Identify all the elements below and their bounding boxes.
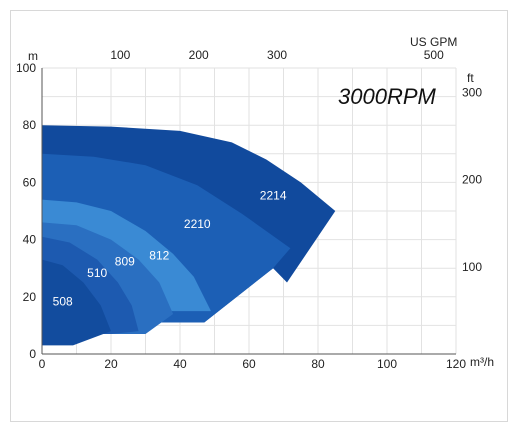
model-label-2210: 2210 (184, 217, 211, 231)
performance-area-508 (42, 259, 111, 346)
ft-tick-label: 200 (462, 173, 482, 187)
x-axis-unit: m³/h (470, 355, 494, 369)
chart-frame (10, 10, 508, 422)
y-tick-label: 0 (29, 347, 36, 361)
y-tick-label: 20 (23, 290, 37, 304)
model-label-809: 809 (115, 254, 135, 268)
ft-tick-label: 100 (462, 260, 482, 274)
model-label-2214: 2214 (260, 189, 287, 203)
y-tick-label: 40 (23, 233, 37, 247)
x-tick-label: 100 (377, 357, 397, 371)
model-label-510: 510 (87, 266, 107, 280)
model-label-812: 812 (149, 249, 169, 263)
performance-areas (42, 125, 336, 346)
gpm-tick-label: 200 (189, 48, 209, 62)
x-tick-label: 40 (173, 357, 187, 371)
y-tick-label: 100 (16, 61, 36, 75)
model-labels: 2214 2210 812 809 510 508 (53, 189, 287, 309)
x-tick-label: 20 (104, 357, 118, 371)
x-tick-label: 120 (446, 357, 466, 371)
y-tick-label: 60 (23, 175, 37, 189)
secondary-x-axis-unit: US GPM (410, 35, 457, 49)
secondary-y-axis-unit: ft (467, 71, 474, 85)
ft-tick-label: 300 (462, 85, 482, 99)
axes: 0 20 40 60 80 100 120 0 20 40 60 80 100 100 200 300 500 3… (16, 48, 482, 371)
gpm-tick-label: 300 (267, 48, 287, 62)
y-tick-label: 80 (23, 118, 37, 132)
gpm-tick-label: 500 (424, 48, 444, 62)
gpm-tick-label: 100 (110, 48, 130, 62)
x-tick-label: 80 (311, 357, 325, 371)
model-label-508: 508 (53, 294, 73, 308)
chart-title: 3000RPM (338, 84, 437, 109)
x-tick-label: 60 (242, 357, 256, 371)
x-tick-label: 0 (39, 357, 46, 371)
y-axis-unit: m (28, 49, 38, 63)
